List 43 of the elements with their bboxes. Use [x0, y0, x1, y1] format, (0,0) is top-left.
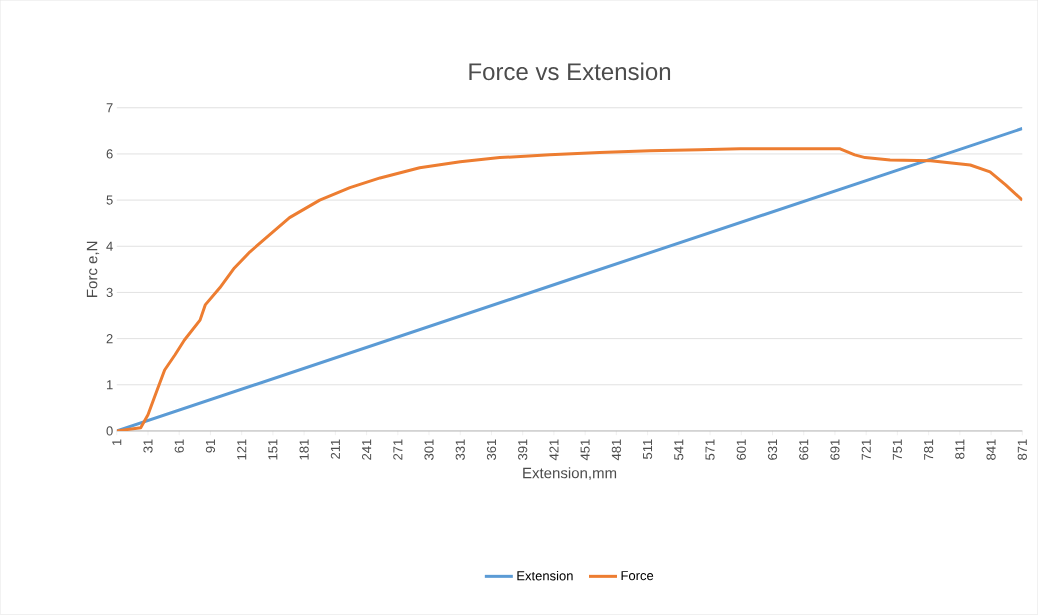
- x-tick-label: 151: [268, 439, 278, 460]
- x-tick-label: 1: [112, 439, 122, 446]
- x-tick-label: 781: [924, 439, 934, 460]
- x-tick-label: 571: [705, 439, 715, 461]
- y-tick-label: 1: [106, 380, 113, 390]
- x-tick-label: 751: [892, 439, 902, 460]
- y-tick-label: 7: [106, 103, 113, 113]
- x-tick-label: 211: [330, 439, 340, 459]
- x-tick-label: 421: [549, 439, 559, 461]
- x-tick-label: 721: [861, 439, 871, 460]
- x-tick-label: 361: [486, 439, 497, 461]
- x-tick-label: 871: [1017, 439, 1027, 461]
- x-tick-label: 241: [362, 439, 372, 460]
- y-tick-label: 3: [106, 287, 113, 298]
- y-tick-label: 5: [106, 195, 113, 205]
- x-tick-label: 691: [830, 439, 840, 460]
- x-tick-label: 631: [767, 439, 778, 460]
- x-tick-label: 121: [237, 439, 247, 460]
- x-tick-label: 61: [174, 439, 184, 453]
- legend-label: Extension: [517, 571, 573, 581]
- y-tick-label: 6: [106, 149, 113, 159]
- x-tick-label: 391: [518, 439, 528, 461]
- x-tick-label: 31: [143, 439, 153, 453]
- x-tick-label: 661: [799, 439, 809, 460]
- x-tick-label: 841: [986, 439, 996, 461]
- x-tick-label: 481: [611, 439, 621, 461]
- y-tick-label: 4: [106, 241, 113, 251]
- x-axis-title: Extension,mm: [523, 467, 617, 481]
- y-tick-label: 0: [106, 426, 113, 436]
- x-tick-label: 181: [299, 439, 309, 460]
- x-tick-label: 91: [205, 439, 216, 453]
- x-tick-label: 451: [580, 439, 590, 461]
- x-tick-label: 541: [674, 439, 684, 461]
- legend-label: Force: [621, 571, 654, 581]
- x-tick-label: 601: [736, 439, 746, 460]
- x-tick-label: 811: [955, 439, 965, 460]
- x-tick-label: 301: [424, 439, 434, 461]
- x-tick-label: 331: [455, 439, 465, 461]
- y-axis-title: Forc e,N: [86, 241, 100, 298]
- x-tick-label: 271: [393, 439, 403, 460]
- x-tick-label: 511: [643, 439, 653, 460]
- y-tick-label: 2: [106, 334, 113, 344]
- chart-title: Force vs Extension: [469, 62, 671, 81]
